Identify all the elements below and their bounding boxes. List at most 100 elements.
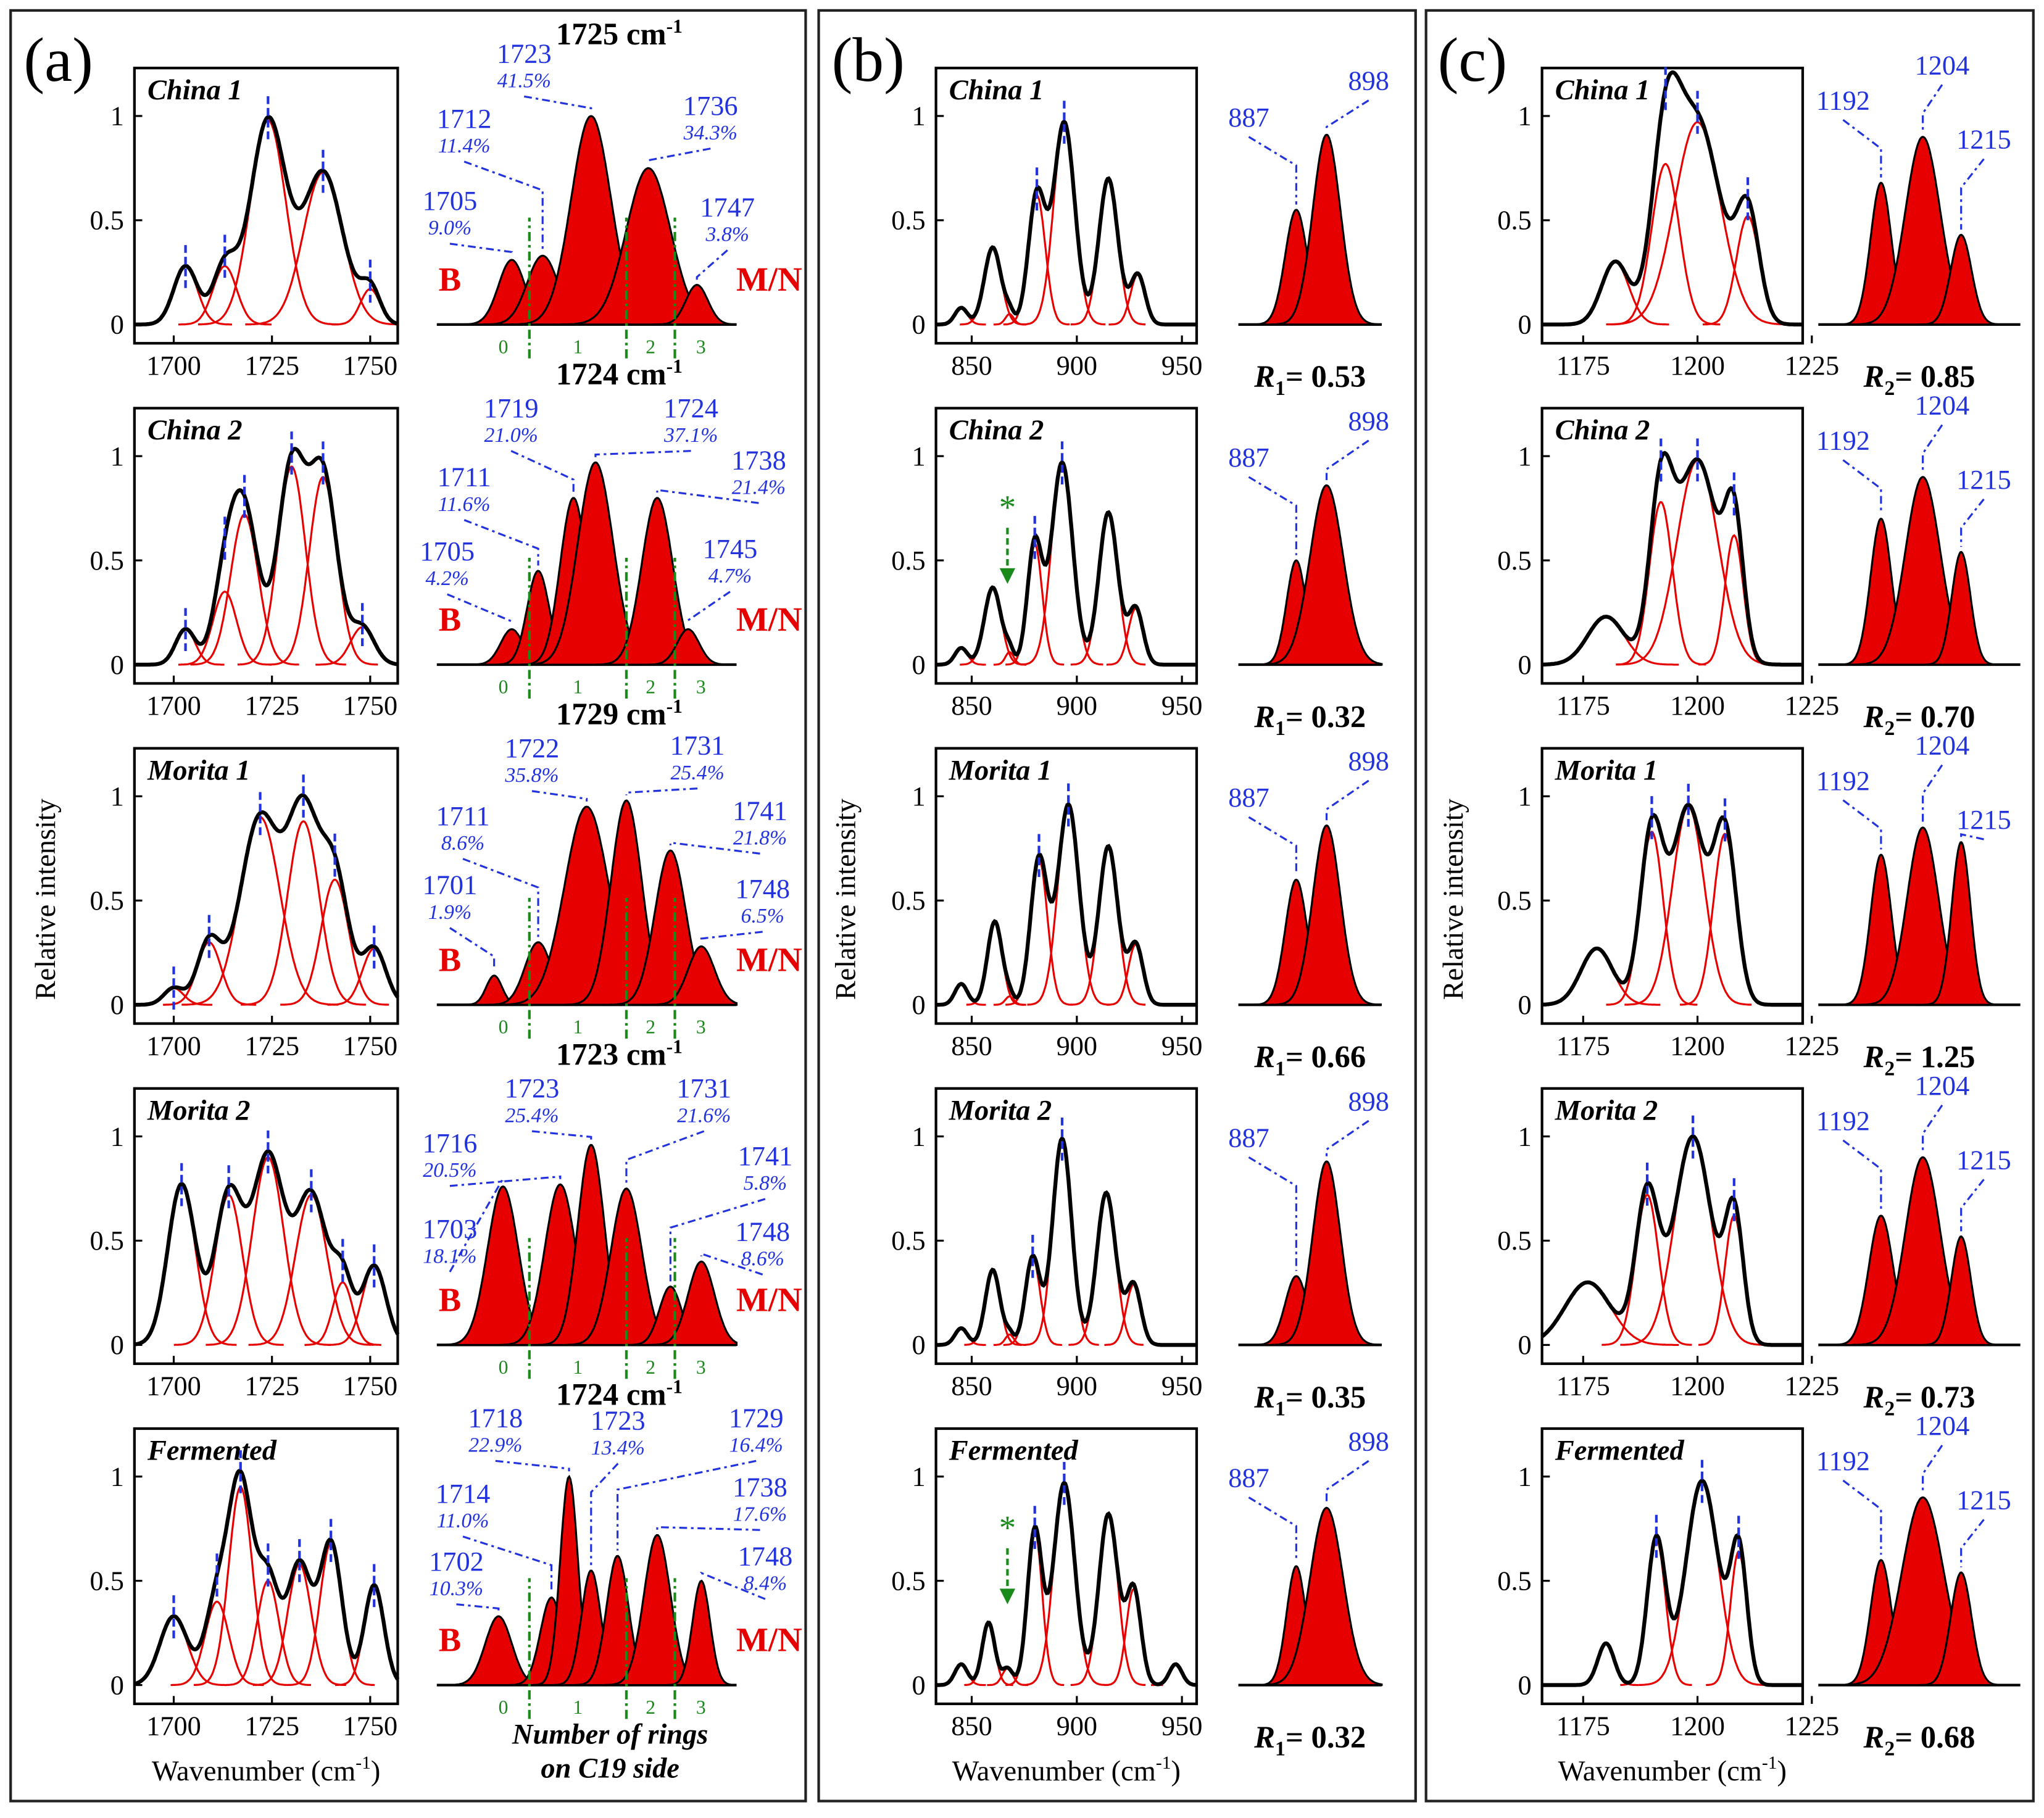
footer-text: on C19 side <box>541 1753 679 1785</box>
ring-number: 2 <box>646 1696 655 1718</box>
axes-box <box>133 407 399 685</box>
fit-component <box>237 465 346 666</box>
envelope <box>936 459 1197 667</box>
peak-label: 1731 <box>676 1073 731 1103</box>
peak-label: 1215 <box>1956 1144 2011 1175</box>
end-label: M/N <box>736 600 802 638</box>
peak-label: 898 <box>1348 1085 1389 1116</box>
fit-component <box>993 1333 1026 1346</box>
panel-frame <box>1424 9 2035 1803</box>
peak-percent: 8.6% <box>441 832 484 855</box>
axes-box <box>133 67 399 345</box>
band-title: 1729 cm-1 <box>556 695 683 731</box>
envelope <box>1542 802 1803 1007</box>
x-tick-label: 1225 <box>1784 1711 1839 1741</box>
text-part: ) <box>1171 1756 1181 1787</box>
band-peak <box>649 1260 738 1346</box>
fit-component <box>987 1667 1029 1687</box>
x-tick-label: 1750 <box>343 350 398 381</box>
peak-label: 1738 <box>731 444 786 475</box>
text-part: 1723 cm <box>556 1037 667 1071</box>
x-tick-label: 1175 <box>1556 1030 1610 1061</box>
x-tick-label: 900 <box>1057 1030 1098 1061</box>
end-label: M/N <box>736 940 802 978</box>
fit-component <box>241 820 366 1006</box>
peak-percent: 8.4% <box>744 1572 787 1595</box>
x-tick-label: 1200 <box>1670 1371 1725 1401</box>
ring-number: 0 <box>499 676 509 697</box>
ratio-subscript: 2 <box>1884 717 1895 740</box>
peak-leader <box>656 1526 760 1531</box>
peak-leader <box>1842 1139 1882 1211</box>
y-axis-label: Relative intensity <box>30 798 62 1000</box>
x-tick-label: 1725 <box>244 350 299 381</box>
axes-box <box>133 1427 399 1706</box>
ratio-subscript: 2 <box>1884 1397 1895 1420</box>
y-axis-label: Relative intensity <box>831 798 862 1000</box>
panel-frame <box>817 9 1417 1803</box>
fit-component <box>1005 542 1065 666</box>
x-tick-label: 1700 <box>146 1030 201 1061</box>
peak-label: 887 <box>1228 442 1269 473</box>
text-part: 1724 cm <box>556 357 667 391</box>
sample-name: China 2 <box>949 415 1044 446</box>
fit-component <box>993 313 1026 326</box>
peak-label: 1192 <box>1816 85 1870 115</box>
peak-leader <box>1922 1104 1943 1152</box>
sample-name: China 1 <box>1555 75 1650 106</box>
ratio-symbol: R <box>1863 699 1885 734</box>
fit-component <box>335 1584 399 1687</box>
axes-box <box>934 1427 1199 1706</box>
ratio-value: = 0.70 <box>1895 699 1975 734</box>
envelope <box>936 118 1197 327</box>
ratio: R1= 0.32 <box>1253 699 1366 740</box>
peak-leader <box>531 790 588 802</box>
peak-leader <box>594 450 691 457</box>
x-tick-label: 1700 <box>146 1371 201 1401</box>
peak-leader <box>524 95 592 111</box>
ratio-value: = 0.85 <box>1895 359 1975 394</box>
fit-component <box>993 995 1026 1006</box>
axes-box <box>934 67 1199 345</box>
peak-label: 887 <box>1228 102 1269 133</box>
envelope <box>1540 1134 1803 1347</box>
y-tick-label: 0 <box>1518 989 1532 1020</box>
x-tick-label: 900 <box>1057 1711 1098 1741</box>
peak-leader <box>449 927 496 971</box>
peak-label: 1741 <box>738 1140 793 1171</box>
fit-component <box>1611 162 1721 326</box>
x-tick-label: 850 <box>951 1711 992 1741</box>
sample-name: Morita 1 <box>147 755 251 786</box>
ratio-value: = 0.66 <box>1286 1040 1366 1074</box>
text-part: -1 <box>667 15 683 37</box>
panel-label: (b) <box>832 25 905 94</box>
fit-component <box>245 171 398 326</box>
y-tick-label: 0 <box>912 989 926 1020</box>
peak-percent: 25.4% <box>505 1104 559 1127</box>
peak-leader <box>1922 764 1943 823</box>
fit-component <box>1070 1513 1146 1687</box>
fit-component <box>1106 943 1165 1006</box>
peak-label: 1748 <box>735 1216 790 1247</box>
x-tick-label: 1200 <box>1670 350 1725 381</box>
y-tick-label: 0 <box>110 309 124 340</box>
axes-box <box>934 1087 1199 1365</box>
sample-name: China 1 <box>147 75 243 106</box>
y-tick-label: 0.5 <box>1497 885 1531 916</box>
ratio-value: = 0.32 <box>1286 699 1366 734</box>
y-tick-label: 1 <box>912 101 926 131</box>
sample-name: Fermented <box>1555 1435 1685 1467</box>
y-tick-label: 0 <box>1518 309 1532 340</box>
ring-number: 3 <box>696 676 706 697</box>
ratio-subscript: 2 <box>1884 1738 1895 1761</box>
ring-number: 0 <box>499 336 509 357</box>
fit-component <box>1606 121 1789 326</box>
ratio: R1= 0.66 <box>1253 1040 1366 1081</box>
peak-label: 1204 <box>1915 49 1970 80</box>
ratio: R2= 0.70 <box>1863 699 1975 740</box>
text-part: -1 <box>1762 1753 1777 1773</box>
peak-label: 1747 <box>700 192 755 223</box>
ratio-symbol: R <box>1253 359 1275 394</box>
peak-leader <box>700 931 763 942</box>
x-tick-label: 1225 <box>1784 1030 1839 1061</box>
